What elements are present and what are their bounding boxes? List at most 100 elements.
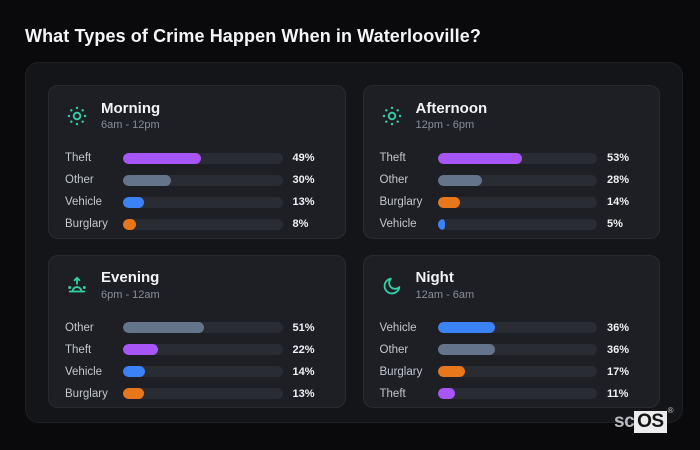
bar-value: 36% <box>607 343 630 356</box>
bar-value: 14% <box>607 196 630 208</box>
sunrise-icon <box>65 274 89 298</box>
sun-icon <box>65 104 89 128</box>
bar-label: Burglary <box>65 218 108 230</box>
bar-fill <box>437 218 446 230</box>
bar-track <box>123 322 283 333</box>
bar-label: Theft <box>379 387 406 400</box>
crime-time-board: Morning 6am - 12pm Theft 49% Other 30% V… <box>25 62 683 423</box>
panel-morning: Morning 6am - 12pm Theft 49% Other 30% V… <box>48 85 346 239</box>
bar-fill <box>123 218 136 230</box>
panel-subtitle: 12am - 6am <box>415 288 475 301</box>
bar-fill <box>123 366 146 377</box>
bar-track <box>123 366 283 377</box>
bar-row: Vehicle 5% <box>380 213 644 235</box>
bar-fill <box>123 196 144 208</box>
bar-value: 5% <box>607 218 623 230</box>
bar-value: 11% <box>607 387 629 400</box>
bar-label: Other <box>379 343 409 356</box>
bar-track <box>123 196 283 208</box>
bar-value: 22% <box>292 343 315 356</box>
panel-evening-header: Evening 6pm - 12am <box>65 268 329 304</box>
watermark-box: OS <box>634 411 667 433</box>
panel-title: Afternoon <box>415 99 488 117</box>
watermark-prefix: sc <box>614 411 635 432</box>
panel-subtitle: 6pm - 12am <box>101 288 160 301</box>
bar-value: 49% <box>292 152 315 164</box>
bar-fill <box>437 388 456 399</box>
bar-fill <box>123 174 171 186</box>
bar-label: Burglary <box>65 387 108 400</box>
bar-value: 28% <box>607 174 630 186</box>
bar-label: Burglary <box>379 196 423 208</box>
bar-label: Burglary <box>379 365 423 378</box>
bar-label: Vehicle <box>379 218 417 230</box>
bar-row: Other 51% <box>65 317 329 339</box>
bar-fill <box>437 196 460 208</box>
bar-fill <box>437 366 465 377</box>
bar-value: 14% <box>292 365 315 378</box>
panel-subtitle: 6am - 12pm <box>101 119 160 132</box>
panel-night-heading: Night 12am - 6am <box>416 270 475 301</box>
bar-value: 51% <box>292 321 315 334</box>
bar-row: Theft 22% <box>65 339 329 361</box>
bar-row: Burglary 17% <box>380 361 644 383</box>
panel-morning-header: Morning 6am - 12pm <box>65 98 329 134</box>
panel-evening-heading: Evening 6pm - 12am <box>101 270 160 301</box>
bar-track <box>437 218 597 230</box>
panel-night-header: Night 12am - 6am <box>380 268 644 304</box>
bar-fill <box>123 388 144 399</box>
bar-row: Other 30% <box>65 169 329 191</box>
bar-label: Vehicle <box>65 365 103 378</box>
bar-row: Theft 49% <box>65 147 329 169</box>
bar-list: Theft 49% Other 30% Vehicle 13% Burglary… <box>65 147 329 235</box>
panel-title: Night <box>415 269 454 287</box>
bar-row: Burglary 8% <box>65 213 329 235</box>
bar-fill <box>123 152 202 164</box>
bar-list: Theft 53% Other 28% Burglary 14% Vehicle… <box>380 147 644 235</box>
bar-label: Other <box>65 174 94 186</box>
bar-track <box>123 218 283 230</box>
panel-title: Evening <box>101 269 160 287</box>
panel-afternoon-heading: Afternoon 12pm - 6pm <box>415 99 488 132</box>
registered-mark: ® <box>667 406 674 415</box>
bar-row: Other 36% <box>380 339 644 361</box>
bar-track <box>437 196 597 208</box>
bar-label: Theft <box>65 152 92 164</box>
bar-value: 53% <box>607 152 630 164</box>
panel-night: Night 12am - 6am Vehicle 36% Other 36% B… <box>362 254 660 408</box>
panel-subtitle: 12pm - 6pm <box>415 119 475 132</box>
bar-fill <box>123 344 159 355</box>
bar-row: Burglary 14% <box>380 191 644 213</box>
bar-track <box>123 344 283 355</box>
bar-track <box>437 152 597 164</box>
bar-track <box>123 174 283 186</box>
bar-row: Theft 53% <box>380 147 644 169</box>
panel-morning-heading: Morning 6am - 12pm <box>101 100 160 132</box>
bar-label: Theft <box>65 343 92 356</box>
bar-list: Other 51% Theft 22% Vehicle 14% Burglary… <box>65 317 329 405</box>
bar-value: 17% <box>607 365 630 378</box>
bar-fill <box>437 344 495 355</box>
bar-fill <box>437 152 523 164</box>
bar-label: Vehicle <box>379 321 417 334</box>
bar-label: Theft <box>379 152 406 164</box>
bar-track <box>437 388 597 399</box>
bar-value: 13% <box>292 387 315 400</box>
moon-icon <box>380 274 404 298</box>
bar-row: Other 28% <box>380 169 644 191</box>
bar-row: Burglary 13% <box>65 383 329 405</box>
bar-track <box>437 366 597 377</box>
panel-evening: Evening 6pm - 12am Other 51% Theft 22% V… <box>48 254 346 408</box>
bar-row: Vehicle 13% <box>65 191 329 213</box>
bar-fill <box>437 322 495 333</box>
bar-value: 36% <box>607 321 630 334</box>
scos-watermark: sc OS® <box>614 407 674 433</box>
bar-track <box>123 388 283 399</box>
bar-label: Vehicle <box>65 196 103 208</box>
bar-list: Vehicle 36% Other 36% Burglary 17% Theft… <box>380 317 644 405</box>
bar-row: Vehicle 36% <box>380 317 644 339</box>
bar-track <box>123 152 283 164</box>
bar-row: Theft 11% <box>380 383 644 405</box>
bar-value: 13% <box>292 196 315 208</box>
bar-track <box>437 322 597 333</box>
